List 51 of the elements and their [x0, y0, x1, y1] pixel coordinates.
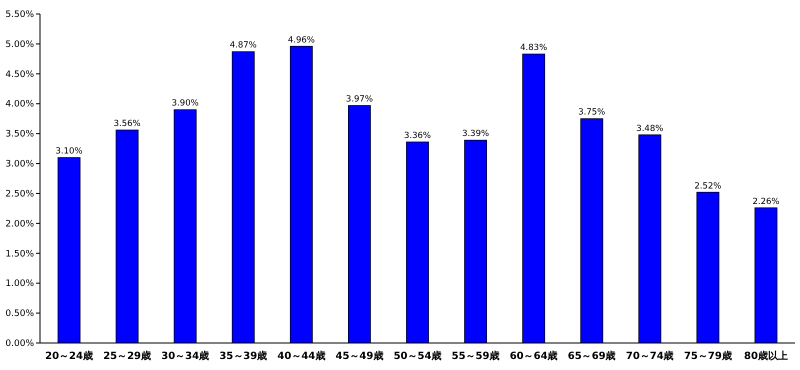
bar — [580, 118, 604, 344]
data-label: 3.36% — [404, 131, 432, 142]
y-tick-label: 5.50% — [5, 10, 34, 20]
x-tick-label: 35～39歳 — [219, 350, 268, 362]
bar — [232, 51, 255, 344]
data-label: 3.10% — [56, 146, 83, 157]
data-label: 4.87% — [230, 40, 257, 51]
bar — [348, 105, 371, 344]
bar — [58, 157, 80, 344]
bar — [290, 46, 313, 344]
x-tick-label: 60～64歳 — [510, 350, 558, 362]
y-tick-label: 5.00% — [5, 40, 34, 50]
x-tick-label: 20～24歳 — [45, 350, 93, 362]
y-tick-label: 4.00% — [5, 100, 34, 110]
y-tick-label: 0.50% — [5, 309, 34, 320]
x-tick-label: 50～54歳 — [394, 350, 442, 362]
y-tick-label: 3.00% — [5, 160, 34, 170]
data-label: 4.83% — [520, 43, 548, 54]
bar — [754, 207, 778, 344]
y-tick-label: 0.00% — [5, 339, 34, 349]
y-tick-label: 3.50% — [5, 130, 34, 140]
data-label: 4.96% — [288, 35, 315, 46]
x-tick-label: 30～34歳 — [161, 350, 210, 362]
data-label: 3.90% — [172, 98, 199, 109]
bar — [464, 140, 488, 344]
bar — [406, 142, 429, 344]
data-label: 3.56% — [114, 119, 141, 130]
x-tick-label: 80歳以上 — [744, 350, 788, 362]
data-label: 3.97% — [346, 94, 373, 105]
x-tick-label: 65～69歳 — [568, 350, 616, 362]
y-tick-label: 4.50% — [5, 70, 34, 80]
x-tick-label: 55～59歳 — [452, 350, 500, 362]
y-tick-label: 2.50% — [5, 189, 34, 200]
bar — [696, 192, 720, 344]
x-tick-label: 75～79歳 — [684, 350, 732, 362]
y-tick-label: 1.00% — [5, 279, 34, 290]
x-tick-label: 40～44歳 — [277, 350, 326, 362]
bar — [638, 134, 662, 344]
bar — [116, 130, 139, 344]
bar — [174, 109, 197, 344]
data-label: 3.75% — [578, 108, 606, 118]
y-tick-label: 1.50% — [5, 249, 34, 260]
x-tick-label: 25～29歳 — [103, 350, 152, 362]
x-tick-label: 70～74歳 — [626, 350, 674, 362]
data-label: 2.26% — [752, 196, 780, 207]
data-label: 3.39% — [462, 129, 490, 140]
data-label: 2.52% — [694, 181, 722, 192]
bar — [522, 54, 546, 344]
x-tick-label: 45～49歳 — [336, 350, 384, 362]
data-label: 3.48% — [636, 124, 664, 134]
y-tick-label: 2.00% — [5, 219, 34, 230]
